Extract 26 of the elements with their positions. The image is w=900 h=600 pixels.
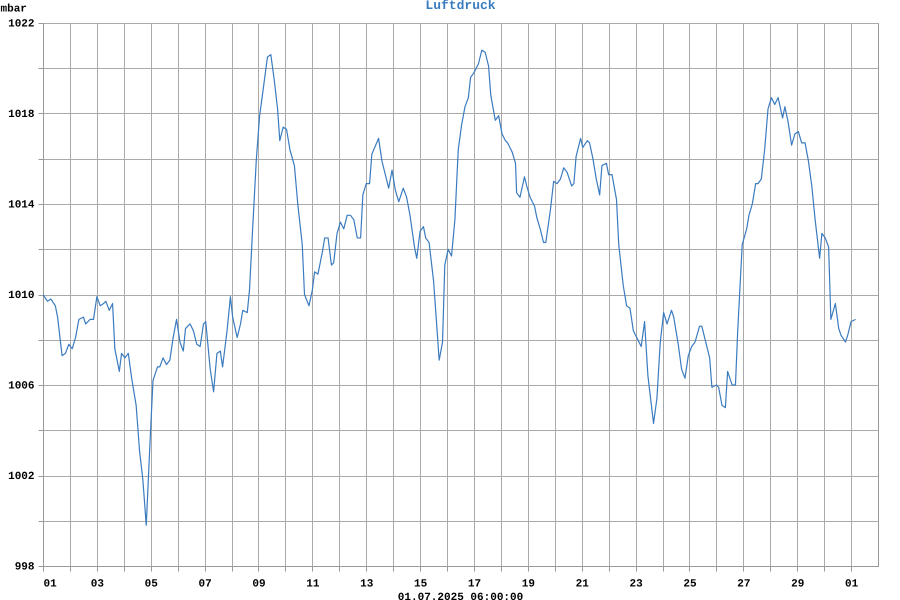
x-tick-label: 19	[522, 578, 535, 590]
text: 01.07.2025 06:00:00	[398, 592, 524, 600]
x-tick-label: 07	[198, 578, 212, 590]
y-tick-label: 1014	[8, 200, 35, 212]
y-tick-label: 1006	[8, 380, 34, 392]
x-tick-label: 03	[90, 578, 104, 590]
x-tick-label: 17	[468, 578, 482, 590]
y-tick-label: 1002	[8, 471, 34, 483]
x-tick-label: 25	[683, 578, 697, 590]
y-tick-label: 1018	[8, 109, 35, 121]
x-tick-label: 13	[360, 578, 374, 590]
x-tick-label: 09	[252, 578, 266, 590]
line-series	[43, 50, 856, 526]
x-tick-label: 01	[844, 578, 859, 590]
x-tick-label: 21	[576, 578, 590, 590]
x-tick-label: 01	[44, 578, 58, 590]
y-tick-label: 1010	[8, 290, 34, 302]
x-tick-label: 27	[737, 578, 750, 590]
x-tick-label: 05	[144, 578, 158, 590]
y-tick-label: 1022	[8, 18, 34, 30]
y-axis-title: mbar	[0, 4, 27, 16]
x-tick-label: 23	[629, 578, 644, 590]
x-tick-label: 29	[791, 578, 804, 590]
x-tick-label: 15	[414, 578, 428, 590]
x-tick-label: 11	[306, 578, 320, 590]
y-tick-label: 998	[14, 562, 35, 574]
